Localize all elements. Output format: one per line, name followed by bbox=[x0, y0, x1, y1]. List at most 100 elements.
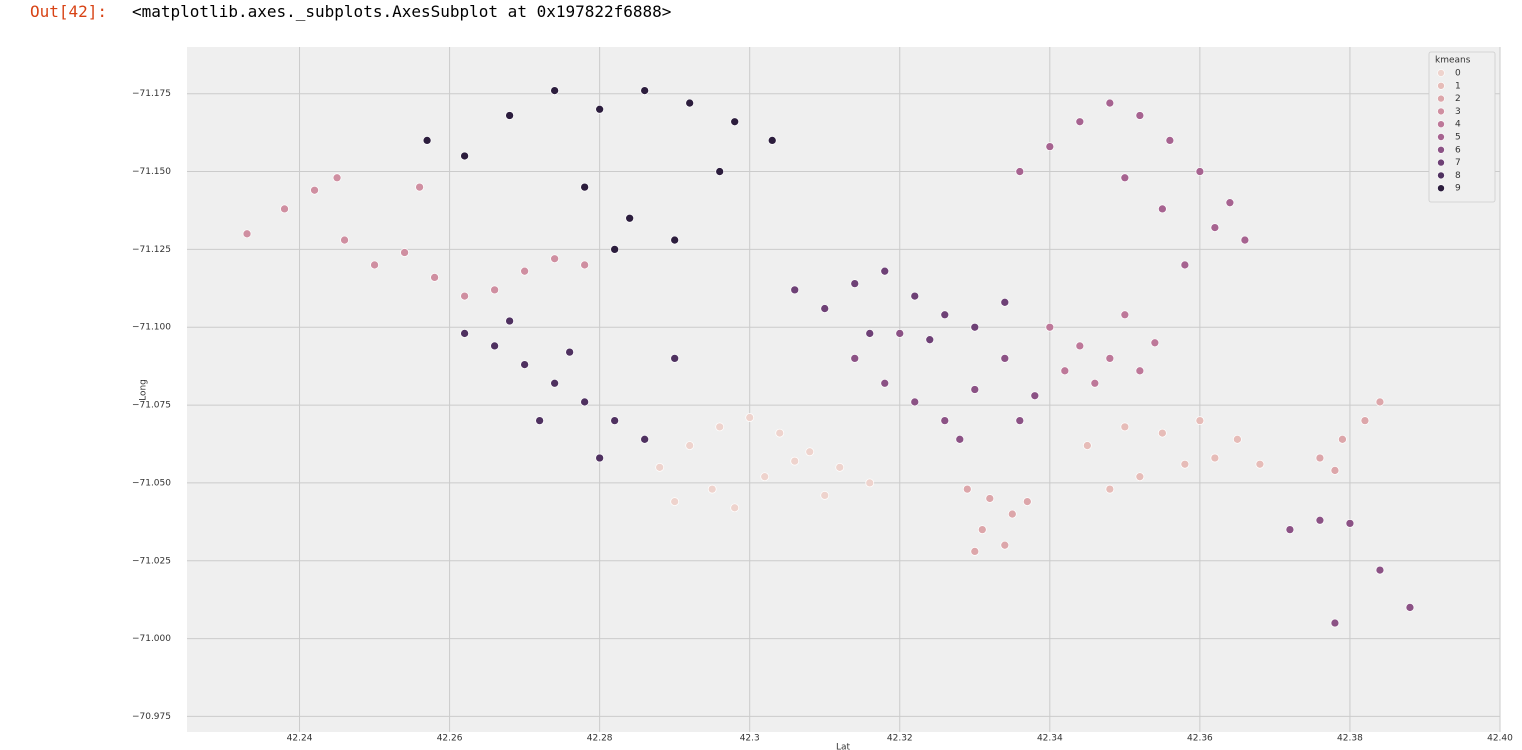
point bbox=[730, 117, 740, 127]
point bbox=[640, 86, 650, 95]
point bbox=[430, 273, 439, 282]
point bbox=[610, 245, 620, 254]
point bbox=[580, 397, 590, 407]
point bbox=[850, 354, 860, 363]
point bbox=[1120, 422, 1130, 432]
point bbox=[1375, 565, 1385, 575]
point bbox=[835, 462, 845, 472]
point bbox=[760, 472, 770, 482]
point bbox=[1150, 338, 1160, 348]
point bbox=[580, 260, 590, 270]
point bbox=[535, 416, 544, 425]
point bbox=[880, 266, 890, 276]
point bbox=[910, 397, 920, 407]
point bbox=[1082, 441, 1092, 450]
point bbox=[595, 104, 605, 114]
point bbox=[985, 494, 995, 503]
x-tick-label: 42.28 bbox=[587, 734, 613, 744]
point bbox=[820, 491, 830, 500]
point bbox=[895, 329, 905, 338]
point bbox=[962, 484, 972, 494]
point bbox=[1120, 173, 1130, 183]
point bbox=[767, 136, 777, 145]
point bbox=[580, 182, 590, 192]
point bbox=[685, 441, 695, 450]
point bbox=[460, 151, 469, 161]
point bbox=[550, 378, 559, 388]
point bbox=[1105, 98, 1115, 108]
point bbox=[550, 86, 559, 95]
point bbox=[520, 266, 529, 276]
point bbox=[1158, 428, 1167, 438]
point bbox=[625, 213, 635, 223]
y-tick-label: −70.975 bbox=[132, 712, 171, 722]
x-axis-label: Lat bbox=[836, 743, 851, 750]
x-tick-label: 42.24 bbox=[287, 734, 313, 744]
point bbox=[1045, 142, 1055, 151]
point bbox=[1195, 416, 1205, 425]
point bbox=[707, 484, 717, 494]
point bbox=[685, 98, 695, 108]
point bbox=[415, 182, 424, 192]
point bbox=[970, 547, 980, 556]
point bbox=[910, 291, 920, 301]
y-tick-label: −71.075 bbox=[132, 401, 171, 411]
y-tick-label: −71.000 bbox=[132, 634, 171, 644]
point bbox=[1360, 416, 1370, 425]
point bbox=[1315, 515, 1325, 525]
point bbox=[242, 229, 252, 239]
point bbox=[340, 235, 349, 245]
point bbox=[1045, 322, 1055, 332]
point bbox=[1000, 297, 1010, 307]
point bbox=[640, 434, 650, 444]
point bbox=[1330, 618, 1340, 628]
legend-label: 9 bbox=[1455, 184, 1461, 194]
x-tick-label: 42.3 bbox=[740, 734, 760, 744]
y-axis-label: Long bbox=[139, 379, 149, 401]
point bbox=[655, 462, 665, 472]
legend: kmeans 0 1 2 3 4 5 6 7 8 9 bbox=[1428, 51, 1496, 203]
legend-label: 2 bbox=[1455, 94, 1461, 104]
point bbox=[1195, 167, 1205, 176]
y-tick-label: −71.050 bbox=[132, 478, 171, 488]
point bbox=[790, 285, 800, 295]
legend-label: 0 bbox=[1455, 69, 1461, 79]
x-tick-label: 42.26 bbox=[437, 734, 463, 744]
legend-label: 7 bbox=[1455, 158, 1461, 168]
legend-label: 4 bbox=[1455, 120, 1461, 130]
point bbox=[820, 304, 830, 313]
point bbox=[880, 378, 890, 388]
point bbox=[490, 341, 499, 351]
point bbox=[775, 428, 785, 438]
point bbox=[1120, 310, 1130, 320]
point bbox=[1330, 466, 1340, 475]
point bbox=[1375, 397, 1385, 407]
point bbox=[1210, 453, 1220, 463]
point bbox=[1338, 434, 1347, 444]
point bbox=[520, 360, 529, 369]
point bbox=[1135, 111, 1145, 120]
x-tick-label: 42.32 bbox=[887, 734, 913, 744]
point bbox=[1180, 459, 1190, 469]
point bbox=[1015, 167, 1025, 176]
y-tick-label: −71.150 bbox=[132, 167, 171, 177]
point bbox=[1000, 540, 1010, 550]
point bbox=[940, 310, 950, 320]
point bbox=[1158, 204, 1167, 214]
point bbox=[865, 478, 875, 488]
point bbox=[790, 456, 800, 466]
point bbox=[1285, 525, 1295, 534]
point bbox=[1022, 497, 1032, 506]
point bbox=[280, 204, 289, 214]
legend-marker bbox=[1437, 171, 1445, 180]
point bbox=[715, 422, 725, 432]
point bbox=[1255, 459, 1265, 469]
point bbox=[1135, 366, 1145, 376]
point bbox=[1315, 453, 1325, 463]
point bbox=[1165, 136, 1175, 145]
y-tick-label: −71.125 bbox=[132, 245, 171, 255]
point bbox=[955, 434, 965, 444]
legend-marker bbox=[1437, 94, 1445, 103]
point bbox=[1405, 603, 1415, 612]
legend-marker bbox=[1437, 146, 1445, 154]
